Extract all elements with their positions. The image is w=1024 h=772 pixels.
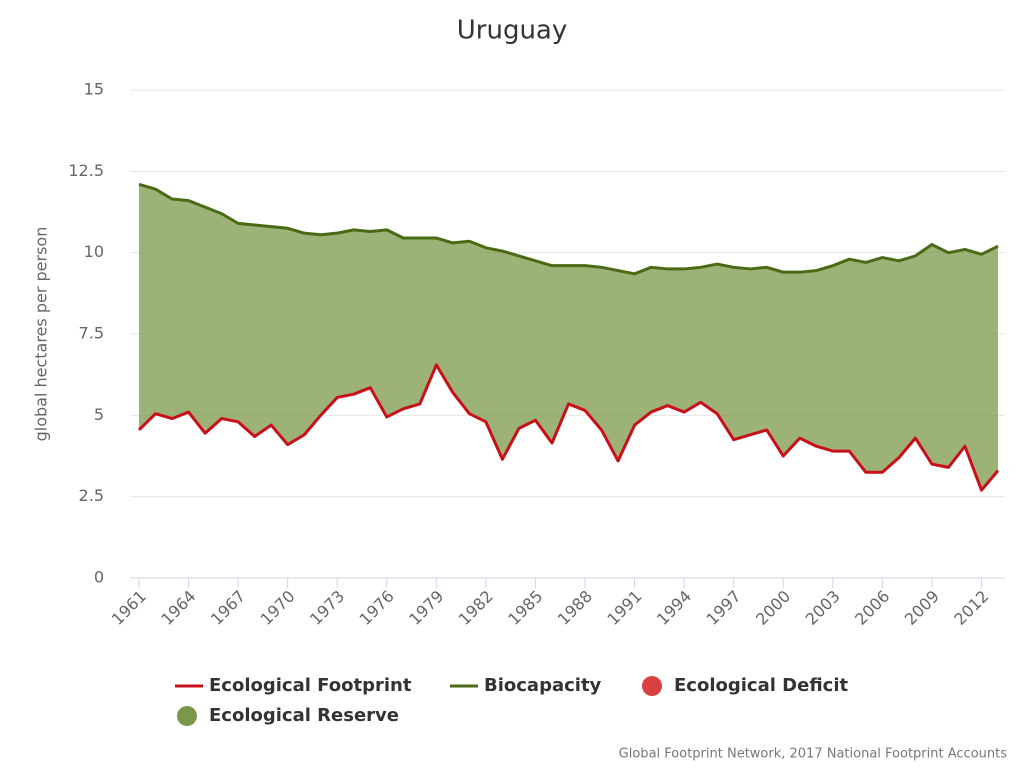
reserve-area <box>139 184 998 491</box>
series-line <box>138 182 999 276</box>
x-tick-label: 1994 <box>653 587 695 629</box>
x-tick-label: 1973 <box>306 587 348 629</box>
x-tick-label: 1997 <box>702 587 744 629</box>
legend-label: Ecological Deficit <box>674 675 849 696</box>
series-line <box>137 363 1000 492</box>
x-tick-label: 1985 <box>504 587 546 629</box>
legend-label: Biocapacity <box>484 675 602 696</box>
x-tick-label: 1991 <box>603 587 645 629</box>
x-tick-label: 2003 <box>802 587 844 629</box>
y-tick-label: 0 <box>94 568 104 587</box>
y-tick-label: 7.5 <box>79 324 104 343</box>
x-tick-label: 1964 <box>157 587 199 629</box>
x-tick-label: 1961 <box>108 587 150 629</box>
y-tick-label: 15 <box>84 80 104 99</box>
x-tick-label: 1979 <box>405 587 447 629</box>
y-axis-label: global hectares per person <box>32 227 51 442</box>
x-tick-label: 2012 <box>950 587 992 629</box>
x-tick-label: 1982 <box>455 587 497 629</box>
x-tick-label: 1970 <box>256 587 298 629</box>
legend-label: Ecological Reserve <box>209 705 399 726</box>
y-tick-label: 12.5 <box>68 161 104 180</box>
x-tick-label: 1988 <box>554 587 596 629</box>
y-tick-label: 2.5 <box>79 486 104 505</box>
y-tick-label: 5 <box>94 405 104 424</box>
legend-label: Ecological Footprint <box>209 675 412 696</box>
x-tick-label: 1967 <box>207 587 249 629</box>
x-tick-label: 2009 <box>901 587 943 629</box>
x-tick-label: 2000 <box>752 587 794 629</box>
credits: Global Footprint Network, 2017 National … <box>619 747 1008 762</box>
y-tick-label: 10 <box>84 242 104 261</box>
legend-dot <box>177 706 197 726</box>
x-tick-label: 2006 <box>851 587 893 629</box>
x-tick-label: 1976 <box>356 587 398 629</box>
chart-title: Uruguay <box>457 16 568 46</box>
legend-dot <box>642 676 662 696</box>
